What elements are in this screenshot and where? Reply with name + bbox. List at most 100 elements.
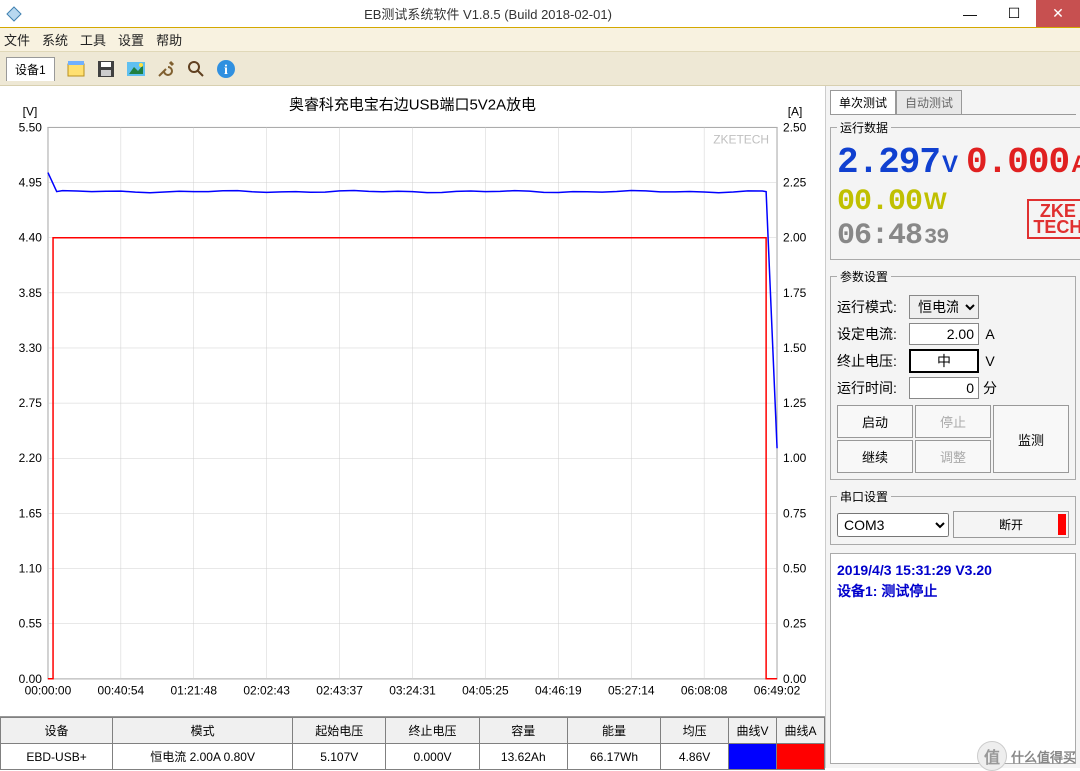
open-icon[interactable] [63, 56, 89, 82]
setcurrent-label: 设定电流: [837, 324, 909, 344]
svg-text:00:00:00: 00:00:00 [25, 684, 72, 698]
cutoff-label: 终止电压: [837, 351, 909, 371]
setcurrent-unit: A [979, 326, 1001, 342]
tools-icon[interactable] [153, 56, 179, 82]
stop-button[interactable]: 停止 [915, 405, 991, 438]
svg-text:5.50: 5.50 [19, 120, 43, 134]
th-endv: 终止电压 [386, 718, 479, 744]
svg-text:1.25: 1.25 [783, 396, 807, 410]
lcd-power-unit: W [924, 188, 947, 216]
svg-text:1.00: 1.00 [783, 451, 807, 465]
save-icon[interactable] [93, 56, 119, 82]
svg-text:2.25: 2.25 [783, 176, 807, 190]
title-bar: EB测试系统软件 V1.8.5 (Build 2018-02-01) — ☐ ✕ [0, 0, 1080, 28]
mode-select[interactable]: 恒电流 [909, 295, 979, 319]
th-energy: 能量 [567, 718, 660, 744]
lcd-time-sec: 39 [924, 225, 948, 250]
com-select[interactable]: COM3 [837, 513, 949, 537]
lcd-current-unit: A [1071, 151, 1080, 179]
svg-text:2.20: 2.20 [19, 451, 43, 465]
th-startv: 起始电压 [293, 718, 386, 744]
table-row: EBD-USB+ 恒电流 2.00A 0.80V 5.107V 0.000V 1… [1, 744, 825, 770]
tab-auto[interactable]: 自动测试 [896, 90, 962, 114]
td-curvev [729, 744, 777, 770]
th-curvea: 曲线A [777, 718, 825, 744]
right-pane: 单次测试 自动测试 运行数据 2.297 V 0.000 A 00.00 W [826, 86, 1080, 768]
continue-button[interactable]: 继续 [837, 440, 913, 473]
right-tabs: 单次测试 自动测试 [830, 90, 1076, 115]
svg-text:0.50: 0.50 [783, 562, 807, 576]
svg-text:ZKETECH: ZKETECH [713, 132, 769, 146]
menu-system[interactable]: 系统 [42, 30, 68, 49]
svg-text:2.50: 2.50 [783, 120, 807, 134]
svg-text:3.30: 3.30 [19, 341, 43, 355]
table-header-row: 设备 模式 起始电压 终止电压 容量 能量 均压 曲线V 曲线A [1, 718, 825, 744]
cutoff-input[interactable] [909, 349, 979, 373]
svg-text:2.00: 2.00 [783, 231, 807, 245]
status-line1: 2019/4/3 15:31:29 V3.20 [837, 560, 1069, 581]
td-endv: 0.000V [386, 744, 479, 770]
svg-text:02:02:43: 02:02:43 [243, 684, 290, 698]
svg-text:i: i [224, 63, 228, 78]
menu-help[interactable]: 帮助 [156, 30, 182, 49]
close-button[interactable]: ✕ [1036, 0, 1080, 27]
start-button[interactable]: 启动 [837, 405, 913, 438]
th-cap: 容量 [479, 718, 567, 744]
td-avgv: 4.86V [661, 744, 729, 770]
running-data-group: 运行数据 2.297 V 0.000 A 00.00 W 06:48 39 [830, 119, 1080, 260]
app-icon [6, 6, 22, 22]
svg-text:04:46:19: 04:46:19 [535, 684, 582, 698]
th-avgv: 均压 [661, 718, 729, 744]
runtime-input[interactable] [909, 377, 979, 399]
menu-tools[interactable]: 工具 [80, 30, 106, 49]
lcd-voltage: 2.297 [837, 142, 940, 183]
device-tab[interactable]: 设备1 [6, 57, 55, 81]
status-box: 2019/4/3 15:31:29 V3.20 设备1: 测试停止 [830, 553, 1076, 764]
lcd-power: 00.00 [837, 185, 922, 219]
footer-watermark: 值 什么值得买 [977, 741, 1076, 771]
left-pane: 0.000.000.550.251.100.501.650.752.201.00… [0, 86, 826, 768]
cutoff-unit: V [979, 353, 1001, 369]
svg-text:06:49:02: 06:49:02 [754, 684, 801, 698]
serial-group: 串口设置 COM3 断开 [830, 488, 1076, 545]
tab-single[interactable]: 单次测试 [830, 90, 896, 114]
status-line2: 设备1: 测试停止 [837, 581, 1069, 602]
th-mode: 模式 [113, 718, 293, 744]
window-controls: — ☐ ✕ [948, 0, 1080, 27]
runtime-label: 运行时间: [837, 378, 909, 398]
menu-file[interactable]: 文件 [4, 30, 30, 49]
main-area: 0.000.000.550.251.100.501.650.752.201.00… [0, 86, 1080, 768]
info-icon[interactable]: i [213, 56, 239, 82]
maximize-button[interactable]: ☐ [992, 0, 1036, 27]
lcd-current: 0.000 [966, 142, 1069, 183]
td-startv: 5.107V [293, 744, 386, 770]
setcurrent-input[interactable] [909, 323, 979, 345]
search-icon[interactable] [183, 56, 209, 82]
svg-text:1.50: 1.50 [783, 341, 807, 355]
minimize-button[interactable]: — [948, 0, 992, 27]
svg-text:06:08:08: 06:08:08 [681, 684, 728, 698]
mode-label: 运行模式: [837, 297, 909, 317]
svg-text:4.40: 4.40 [19, 231, 43, 245]
svg-text:05:27:14: 05:27:14 [608, 684, 655, 698]
td-energy: 66.17Wh [567, 744, 660, 770]
svg-text:00:40:54: 00:40:54 [98, 684, 145, 698]
svg-text:1.75: 1.75 [783, 286, 807, 300]
th-curvev: 曲线V [729, 718, 777, 744]
monitor-button[interactable]: 监测 [993, 405, 1069, 473]
window-title: EB测试系统软件 V1.8.5 (Build 2018-02-01) [28, 4, 948, 23]
svg-text:2.75: 2.75 [19, 396, 43, 410]
svg-text:0.55: 0.55 [19, 617, 43, 631]
image-icon[interactable] [123, 56, 149, 82]
chart-area: 0.000.000.550.251.100.501.650.752.201.00… [0, 86, 825, 716]
disconnect-button[interactable]: 断开 [953, 511, 1069, 538]
menu-settings[interactable]: 设置 [118, 30, 144, 49]
th-device: 设备 [1, 718, 113, 744]
td-cap: 13.62Ah [479, 744, 567, 770]
svg-text:1.65: 1.65 [19, 506, 43, 520]
connection-indicator [1058, 514, 1066, 535]
td-curvea [777, 744, 825, 770]
lcd-voltage-unit: V [942, 151, 958, 179]
svg-text:03:24:31: 03:24:31 [389, 684, 436, 698]
adjust-button[interactable]: 调整 [915, 440, 991, 473]
